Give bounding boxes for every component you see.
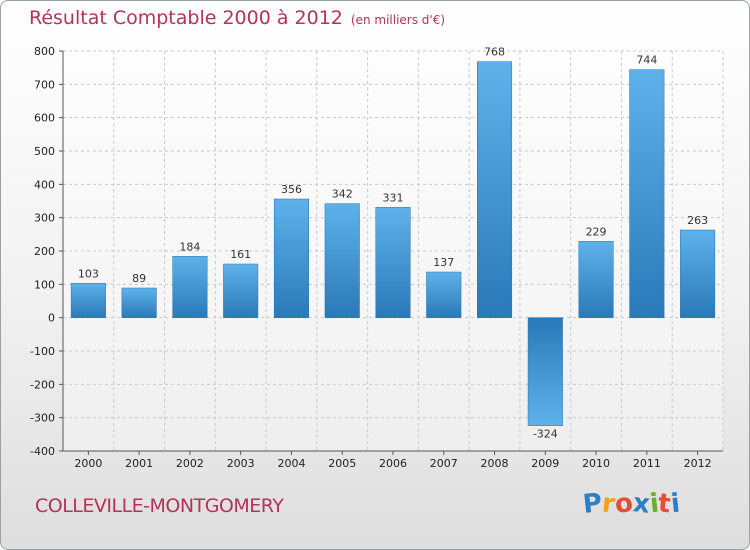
x-tick-label-2004: 2004 bbox=[277, 457, 305, 470]
bar-2009 bbox=[527, 317, 563, 426]
y-tick-label: 300 bbox=[34, 212, 55, 225]
value-label-2009: -324 bbox=[533, 428, 558, 441]
value-label-2003: 161 bbox=[230, 248, 251, 261]
x-tick-label-2005: 2005 bbox=[328, 457, 356, 470]
value-label-2012: 263 bbox=[687, 214, 708, 227]
y-tick-label: 100 bbox=[34, 278, 55, 291]
x-tick-label-2003: 2003 bbox=[227, 457, 255, 470]
value-label-2004: 356 bbox=[281, 183, 302, 196]
bar-2002 bbox=[172, 256, 208, 318]
bar-2010 bbox=[578, 241, 614, 318]
x-tick-label-2000: 2000 bbox=[74, 457, 102, 470]
value-label-2007: 137 bbox=[433, 256, 454, 269]
bar-2011 bbox=[629, 69, 665, 318]
x-tick-label-2006: 2006 bbox=[379, 457, 407, 470]
x-tick-label-2012: 2012 bbox=[684, 457, 712, 470]
bar-2001 bbox=[121, 287, 157, 318]
y-tick-label: 0 bbox=[48, 312, 55, 325]
x-tick-label-2011: 2011 bbox=[633, 457, 661, 470]
bar-2003 bbox=[223, 263, 259, 318]
y-tick-label: 800 bbox=[34, 45, 55, 58]
value-label-2008: 768 bbox=[484, 46, 505, 59]
bar-2000 bbox=[70, 283, 106, 318]
x-tick-label-2001: 2001 bbox=[125, 457, 153, 470]
proxiti-logo[interactable]: Proxiti bbox=[581, 488, 682, 520]
value-label-2011: 744 bbox=[636, 54, 657, 67]
y-tick-label: 600 bbox=[34, 112, 55, 125]
y-tick-label: -400 bbox=[30, 445, 55, 458]
x-tick-label-2009: 2009 bbox=[531, 457, 559, 470]
chart-title: Résultat Comptable 2000 à 2012 bbox=[29, 7, 343, 29]
commune-name: COLLEVILLE-MONTGOMERY bbox=[35, 495, 284, 517]
y-tick-label: 200 bbox=[34, 245, 55, 258]
bar-2008 bbox=[477, 61, 513, 318]
x-tick-label-2008: 2008 bbox=[481, 457, 509, 470]
chart-subtitle: (en milliers d'€) bbox=[350, 13, 446, 27]
value-label-2010: 229 bbox=[586, 225, 607, 238]
y-tick-label: -100 bbox=[30, 345, 55, 358]
x-tick-label-2010: 2010 bbox=[582, 457, 610, 470]
value-label-2002: 184 bbox=[179, 240, 200, 253]
y-tick-label: 400 bbox=[34, 178, 55, 191]
bar-2005 bbox=[324, 203, 360, 318]
value-label-2006: 331 bbox=[383, 191, 404, 204]
bar-2007 bbox=[426, 271, 462, 318]
bar-2012 bbox=[680, 229, 716, 318]
bar-2006 bbox=[375, 207, 411, 318]
x-tick-label-2007: 2007 bbox=[430, 457, 458, 470]
y-tick-label: 500 bbox=[34, 145, 55, 158]
x-tick-label-2002: 2002 bbox=[176, 457, 204, 470]
y-tick-label: -300 bbox=[30, 412, 55, 425]
value-label-2001: 89 bbox=[132, 272, 146, 285]
value-label-2005: 342 bbox=[332, 188, 353, 201]
y-tick-label: -200 bbox=[30, 378, 55, 391]
bar-2004 bbox=[273, 198, 309, 318]
y-tick-label: 700 bbox=[34, 78, 55, 91]
chart-title-block: Résultat Comptable 2000 à 2012 (en millie… bbox=[29, 7, 445, 29]
value-label-2000: 103 bbox=[78, 267, 99, 280]
logo-letter: i bbox=[669, 488, 682, 520]
